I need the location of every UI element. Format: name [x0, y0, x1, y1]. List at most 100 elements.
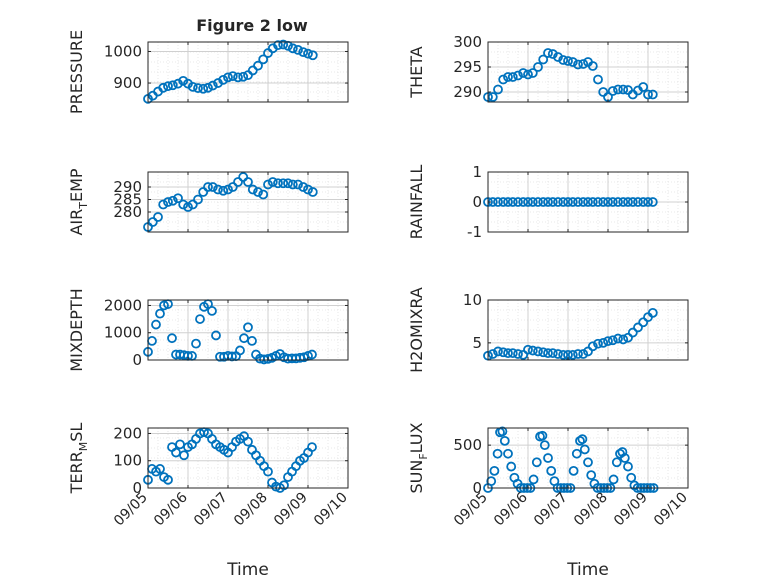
y-tick-label: -1: [467, 223, 482, 241]
data-point: [258, 189, 269, 200]
data-point: [303, 184, 313, 195]
data-point: [603, 197, 613, 207]
data-point: [563, 197, 573, 207]
series-markers: [483, 426, 659, 493]
data-point: [627, 197, 638, 207]
data-point: [523, 69, 533, 80]
data-point: [503, 197, 513, 207]
y-tick-label: 100: [113, 452, 142, 470]
series-markers: [483, 307, 658, 361]
axes-box: [147, 427, 349, 489]
data-point: [227, 71, 238, 82]
data-point: [233, 72, 243, 83]
data-point: [567, 349, 578, 360]
data-point: [577, 434, 588, 445]
data-point: [267, 177, 278, 187]
data-point: [307, 50, 318, 61]
series-markers: [483, 48, 658, 102]
data-point: [553, 349, 563, 359]
data-point: [527, 345, 538, 356]
data-point: [623, 332, 633, 343]
data-point: [528, 474, 539, 485]
y-tick-label: 900: [113, 74, 142, 92]
data-point: [498, 347, 509, 358]
data-point: [607, 335, 618, 346]
data-point: [263, 179, 273, 190]
data-point: [538, 197, 549, 207]
data-point: [638, 82, 649, 92]
data-point: [533, 346, 543, 357]
data-point: [235, 345, 245, 356]
data-point: [503, 348, 513, 359]
data-point: [598, 197, 609, 207]
data-point: [178, 75, 189, 86]
data-point: [573, 59, 583, 70]
data-point: [195, 314, 205, 324]
data-point: [587, 341, 598, 352]
data-point: [537, 430, 548, 441]
data-point: [273, 178, 283, 189]
panel-theta: 290 295 300 THETA: [407, 33, 689, 103]
data-point: [638, 317, 649, 328]
data-point: [253, 60, 263, 71]
axes-box: [147, 171, 349, 233]
data-point: [513, 349, 523, 359]
data-point: [263, 466, 273, 477]
data-point: [207, 182, 218, 192]
data-point: [147, 217, 158, 227]
data-point: [578, 349, 589, 359]
y-tick-label: 1000: [104, 42, 142, 60]
data-point: [238, 172, 249, 182]
y-axis-label: RAINFALL: [407, 165, 426, 240]
data-point: [499, 435, 510, 446]
data-point: [273, 40, 283, 51]
data-point: [538, 347, 549, 358]
y-tick-label: 285: [113, 191, 142, 209]
data-point: [279, 480, 289, 491]
data-point: [173, 193, 183, 204]
data-point: [583, 197, 593, 207]
data-point: [533, 62, 543, 72]
series-markers: [143, 172, 318, 232]
data-point: [533, 197, 543, 207]
data-point: [293, 179, 303, 190]
data-point: [487, 92, 498, 102]
x-axis-label: Time: [566, 560, 609, 580]
data-point: [193, 194, 203, 205]
panel-mixdepth: 0 1000 2000 MIXDEPTH: [67, 288, 349, 372]
data-point: [247, 336, 257, 346]
data-point: [513, 70, 523, 81]
data-point: [493, 346, 503, 357]
data-point: [513, 197, 523, 207]
data-point: [307, 442, 317, 452]
y-tick-label: 290: [453, 83, 482, 101]
data-point: [207, 306, 217, 316]
data-point: [518, 68, 529, 78]
y-axis-label: AIRTEMP: [67, 168, 90, 235]
data-point: [567, 57, 578, 67]
data-point: [179, 450, 189, 461]
data-point: [492, 448, 503, 459]
data-point: [573, 349, 583, 359]
y-tick-label: 280: [113, 203, 142, 221]
data-point: [183, 202, 193, 212]
data-point: [647, 307, 658, 318]
data-point: [278, 178, 289, 189]
data-point: [507, 348, 518, 359]
data-point: [303, 48, 313, 59]
data-point: [553, 197, 563, 207]
data-point: [619, 453, 630, 463]
data-point: [627, 327, 638, 338]
data-point: [293, 44, 303, 55]
data-point: [247, 184, 258, 195]
data-point: [613, 197, 623, 207]
y-tick-label: 0: [132, 479, 142, 497]
data-point: [243, 322, 253, 333]
data-point: [638, 197, 649, 207]
data-point: [498, 197, 509, 207]
data-point: [598, 87, 609, 97]
y-axis-label: PRESSURE: [67, 30, 86, 114]
data-point: [173, 78, 183, 89]
data-point: [527, 197, 538, 207]
